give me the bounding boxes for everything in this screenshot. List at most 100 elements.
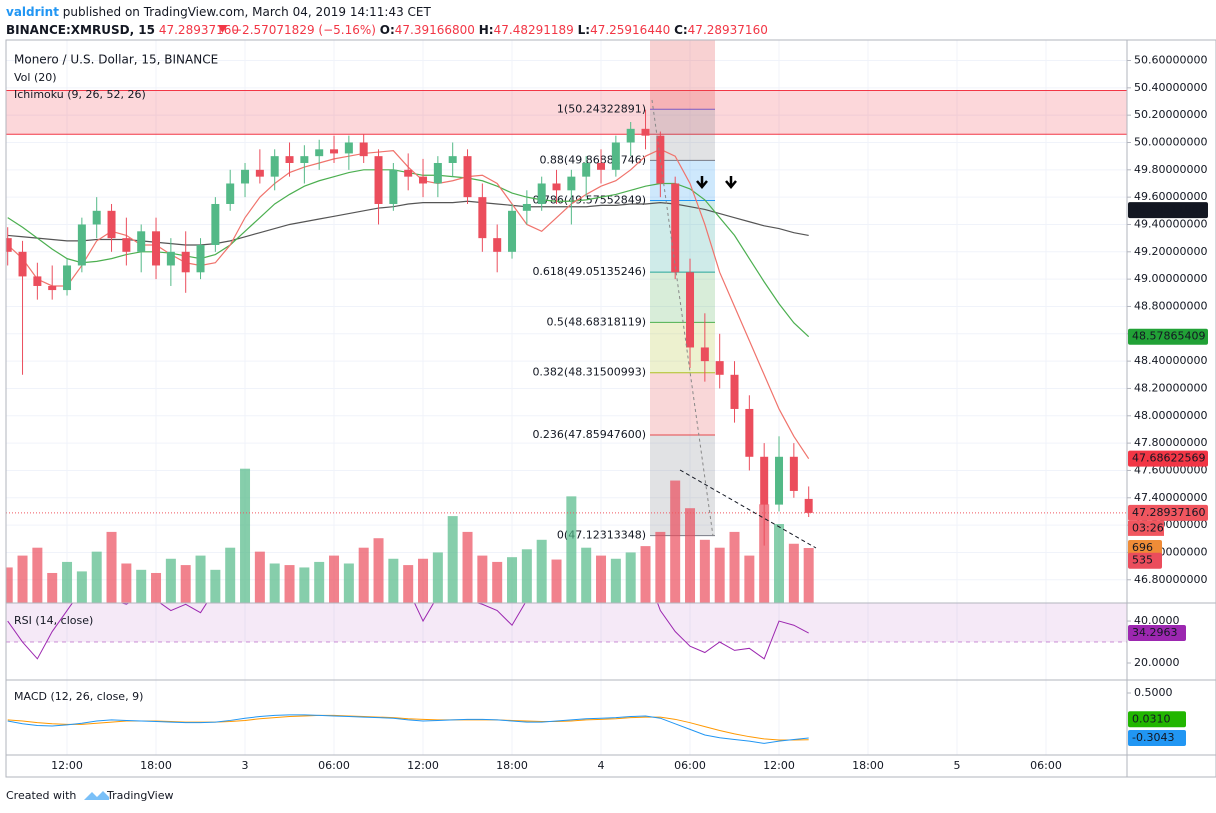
- y-tick-label: 50.60000000: [1134, 53, 1207, 66]
- macd-line: [7, 714, 809, 744]
- fib-band: [650, 200, 715, 273]
- volume-bar: [6, 567, 13, 603]
- volume-bar: [670, 480, 681, 603]
- volume-bar: [180, 565, 191, 603]
- price-badge: [1128, 504, 1208, 521]
- candle-body: [760, 456, 769, 505]
- frame: [5, 39, 1216, 778]
- volume-bar: [373, 538, 384, 603]
- price-badge: [1128, 625, 1186, 642]
- candle-body: [686, 272, 695, 348]
- y-tick-label: 47.60000000: [1134, 463, 1207, 476]
- x-tick-label: 18:00: [496, 759, 528, 772]
- candle-body: [77, 224, 86, 266]
- y-tick-label: 50.40000000: [1134, 81, 1207, 94]
- price-badge: [1128, 540, 1162, 557]
- price-badge: [1128, 730, 1186, 747]
- candle-body: [196, 244, 205, 273]
- price-badge: [1128, 450, 1208, 467]
- symbol: BINANCE:XMRUSD, 15: [6, 23, 155, 37]
- x-tick-label: 12:00: [763, 759, 795, 772]
- candle-body: [597, 162, 606, 170]
- fib-band: [650, 434, 715, 536]
- y-tick-label: 49.80000000: [1134, 163, 1207, 176]
- fib-label: 0.618(49.05135246): [532, 265, 646, 278]
- y-tick-label: 49.40000000: [1134, 217, 1207, 230]
- fib-trend-line: [651, 99, 714, 537]
- y-tick-label: 40.0000: [1134, 614, 1180, 627]
- legend-rsi: RSI (14, close): [14, 614, 93, 627]
- volume-bar: [358, 547, 369, 603]
- candle-body: [137, 231, 146, 252]
- volume-bar: [106, 531, 117, 603]
- open-label: O:: [380, 23, 395, 37]
- volume-bar: [210, 569, 221, 603]
- published: published on TradingView.com, March 04, …: [63, 5, 432, 19]
- candle-body: [374, 156, 383, 204]
- candle-body: [270, 156, 279, 177]
- candle-body: [226, 183, 235, 204]
- y-tick-label: 0.5000: [1134, 686, 1173, 699]
- candle-body: [671, 183, 680, 273]
- fib-label: 0.88(49.86881746): [539, 153, 646, 166]
- legend-ichimoku: Ichimoku (9, 26, 52, 26): [14, 88, 146, 101]
- volume-bar: [269, 563, 280, 603]
- volume-bar: [685, 508, 696, 603]
- candle-body: [522, 203, 531, 211]
- x-tick-label: 12:00: [407, 759, 439, 772]
- x-tick-label: 4: [598, 759, 605, 772]
- signal-line: [7, 714, 809, 741]
- volume-bar: [17, 555, 28, 603]
- price-badge-label: -0.3043: [1132, 731, 1174, 744]
- candle-body: [700, 347, 709, 362]
- x-tick-label: 12:00: [51, 759, 83, 772]
- candle-body: [63, 265, 72, 291]
- high-label: H:: [479, 23, 494, 37]
- candle-body: [404, 169, 413, 177]
- volume-bar: [329, 555, 340, 603]
- volume-bar: [477, 555, 488, 603]
- fib-band: [650, 372, 715, 435]
- price-badge-label: 0.0310: [1132, 712, 1171, 725]
- candle-body: [122, 238, 131, 252]
- close-label: C:: [674, 23, 688, 37]
- volume-bar: [536, 539, 547, 603]
- volume-bar: [774, 524, 785, 603]
- volume-bar: [225, 547, 236, 603]
- y-tick-label: 49.20000000: [1134, 245, 1207, 258]
- candle-body: [18, 251, 27, 277]
- candle-body: [552, 183, 561, 191]
- y-tick-label: 47.40000000: [1134, 491, 1207, 504]
- candle-body: [448, 156, 457, 163]
- y-tick-label: 48.20000000: [1134, 381, 1207, 394]
- price-badge: [1128, 202, 1208, 219]
- fib-label: 0.786(49.57552849): [532, 193, 646, 206]
- candle-body: [181, 251, 190, 273]
- candle-body: [344, 142, 353, 154]
- last-price: 47.28937160: [159, 23, 239, 37]
- candle-body: [359, 142, 368, 157]
- volume-bar: [714, 547, 725, 603]
- volume-bar: [699, 539, 710, 603]
- candle-body: [107, 210, 116, 239]
- candle-body: [6, 238, 12, 252]
- ohlc-line: −2.57071829 (−5.16%) O:47.39166800 H:47.…: [232, 23, 768, 37]
- low: 47.25916440: [590, 23, 670, 37]
- candle-body: [789, 456, 798, 491]
- price-badge: [1128, 711, 1186, 728]
- y-tick-label: 50.20000000: [1134, 108, 1207, 121]
- volume-bar: [566, 496, 577, 603]
- x-tick-label: 06:00: [1030, 759, 1062, 772]
- price-badge-label: 535: [1132, 554, 1153, 567]
- volume-bar: [195, 555, 206, 603]
- candle-body: [478, 197, 487, 239]
- candle-body: [92, 210, 101, 225]
- price-badge: [1128, 552, 1162, 569]
- candle-body: [493, 238, 502, 252]
- high: 47.48291189: [494, 23, 574, 37]
- volume-bar: [803, 548, 814, 603]
- candle-body: [804, 498, 813, 513]
- resistance-zone: [6, 90, 1127, 135]
